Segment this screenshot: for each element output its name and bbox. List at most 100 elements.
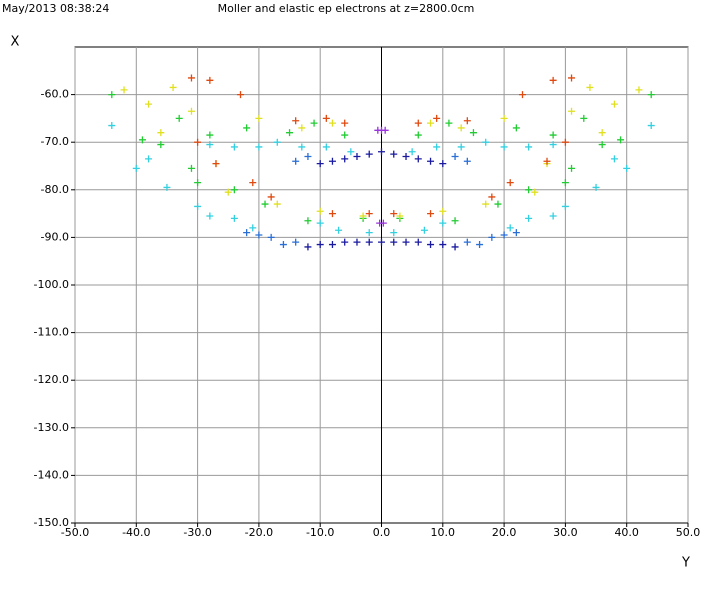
point — [292, 157, 300, 165]
point — [494, 200, 502, 208]
point — [206, 141, 214, 149]
point — [292, 117, 300, 125]
point — [341, 131, 349, 139]
point — [396, 212, 404, 220]
point — [439, 241, 447, 249]
point — [378, 148, 385, 156]
point — [292, 238, 300, 246]
point — [451, 152, 459, 160]
point — [157, 129, 165, 137]
point — [568, 107, 576, 115]
point — [463, 157, 471, 165]
point — [647, 91, 655, 99]
point — [647, 122, 655, 130]
point — [531, 188, 539, 196]
point — [506, 179, 514, 187]
point — [402, 152, 410, 160]
point — [249, 179, 257, 187]
point — [617, 136, 625, 144]
point — [163, 183, 171, 191]
point — [341, 238, 349, 246]
point — [414, 155, 422, 163]
point — [525, 214, 533, 222]
point — [390, 229, 398, 237]
point — [328, 119, 336, 127]
point — [261, 200, 269, 208]
point — [512, 229, 520, 237]
point — [255, 143, 263, 151]
point — [598, 141, 606, 149]
point — [476, 241, 484, 249]
point — [635, 86, 643, 94]
point — [243, 229, 251, 237]
point — [610, 100, 618, 108]
x-tick-label: 0.0 — [373, 526, 391, 539]
point — [390, 238, 398, 246]
point — [267, 193, 275, 201]
point — [549, 141, 557, 149]
point — [445, 119, 453, 127]
point — [561, 202, 569, 210]
point — [335, 226, 343, 234]
y-tick-label: -120.0 — [34, 373, 69, 386]
point — [568, 164, 576, 172]
point — [322, 143, 330, 151]
x-tick-label: 20.0 — [492, 526, 517, 539]
point — [267, 233, 275, 241]
y-tick-label: -60.0 — [41, 88, 69, 101]
point — [427, 119, 435, 127]
point — [365, 229, 373, 237]
point — [359, 212, 367, 220]
point — [433, 143, 441, 151]
point — [549, 212, 557, 220]
point — [304, 243, 312, 251]
point — [347, 148, 355, 156]
point — [157, 141, 165, 149]
point — [488, 193, 496, 201]
point — [328, 241, 336, 249]
point — [187, 107, 195, 115]
point — [316, 241, 324, 249]
point — [365, 238, 373, 246]
y-tick-label: -110.0 — [34, 326, 69, 339]
point — [108, 122, 116, 130]
x-axis-label: Y — [681, 556, 690, 571]
timestamp: May/2013 08:38:24 — [2, 2, 109, 15]
point — [482, 200, 490, 208]
point — [381, 126, 389, 134]
point — [500, 114, 508, 122]
point — [427, 241, 435, 249]
point — [549, 131, 557, 139]
x-tick-label: -40.0 — [122, 526, 150, 539]
point — [610, 155, 618, 163]
point — [414, 238, 422, 246]
point — [273, 200, 281, 208]
point — [488, 233, 496, 241]
x-tick-label: 50.0 — [676, 526, 701, 539]
y-axis-label: X — [11, 35, 20, 50]
point — [341, 155, 349, 163]
point — [402, 238, 410, 246]
point — [390, 210, 398, 218]
point — [379, 219, 387, 227]
y-tick-label: -70.0 — [41, 135, 69, 148]
point — [353, 238, 361, 246]
x-tick-label: 30.0 — [553, 526, 578, 539]
point — [187, 164, 195, 172]
point — [224, 188, 232, 196]
y-tick-label: -140.0 — [34, 468, 69, 481]
point — [108, 91, 116, 99]
point — [561, 179, 569, 187]
point — [138, 136, 146, 144]
point — [187, 74, 195, 82]
point — [457, 143, 465, 151]
point — [580, 114, 588, 122]
point — [328, 157, 336, 165]
point — [414, 131, 422, 139]
point — [586, 83, 594, 91]
point — [427, 157, 435, 165]
point — [310, 119, 318, 127]
point — [255, 114, 263, 122]
point — [469, 129, 477, 137]
